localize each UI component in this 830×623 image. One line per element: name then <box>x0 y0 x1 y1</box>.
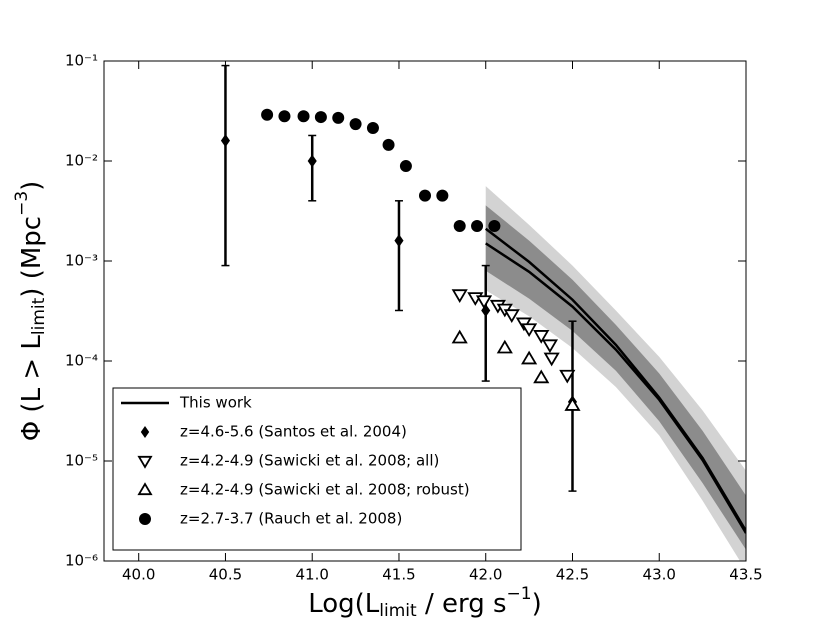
line <box>485 242 746 534</box>
x-tick-label: 41.5 <box>382 566 415 584</box>
marker <box>475 295 493 310</box>
label-part: ) <box>17 181 47 191</box>
x-tick-label: 40.5 <box>209 566 242 584</box>
y-tick-label: 10⁻¹ <box>65 52 98 70</box>
marker <box>399 160 412 173</box>
legend-label: z=4.6-5.6 (Santos et al. 2004) <box>180 423 407 441</box>
marker <box>139 513 151 525</box>
plot-area <box>220 64 746 561</box>
marker <box>451 289 468 303</box>
marker <box>503 309 520 324</box>
y-axis-label: Φ (L > Llimit) (Mpc−3) <box>12 181 49 442</box>
marker <box>382 138 395 151</box>
y-tick-label: 10⁻³ <box>65 252 98 270</box>
label-part: Log(L <box>308 589 380 619</box>
marker <box>137 455 153 469</box>
y-tick-label: 10⁻⁵ <box>65 452 98 470</box>
label-part: ) <box>532 589 542 619</box>
marker <box>297 110 310 123</box>
y-tick-label: 10⁻⁴ <box>65 352 98 370</box>
marker <box>521 350 538 365</box>
marker <box>453 219 466 232</box>
marker <box>140 426 150 438</box>
label-part: −1 <box>507 584 532 604</box>
marker <box>533 330 550 344</box>
marker <box>349 118 362 131</box>
x-tick-label: 42.0 <box>469 566 502 584</box>
axes: 40.0 40.5 41.0 41.5 42.0 42.5 43.0 43.5 10⁻⁶ 10⁻⁵… <box>65 52 763 584</box>
marker <box>261 108 274 121</box>
marker <box>436 189 449 202</box>
label-part: −3 <box>12 191 32 216</box>
marker <box>307 154 317 168</box>
marker <box>521 323 538 338</box>
y-tick-label: 10⁻² <box>65 152 98 170</box>
legend-label: z=2.7-3.7 (Rauch et al. 2008) <box>180 510 402 528</box>
marker <box>496 339 513 354</box>
label-part: Φ (L > L <box>17 335 47 442</box>
x-tick-label: 43.5 <box>729 566 762 584</box>
marker <box>394 234 404 248</box>
x-tick-label: 40.0 <box>122 566 155 584</box>
label-part: ) (Mpc <box>17 216 47 298</box>
marker <box>278 110 291 123</box>
frame <box>103 60 747 562</box>
marker <box>481 303 491 317</box>
legend-label: z=4.2-4.9 (Sawicki et al. 2008; all) <box>180 452 439 470</box>
legend-box <box>112 387 522 551</box>
x-tick-label: 42.5 <box>556 566 589 584</box>
marker <box>451 329 468 344</box>
band <box>485 205 746 550</box>
marker <box>488 219 501 232</box>
x-axis-label: Log(Llimit / erg s−1) <box>308 584 542 621</box>
marker <box>559 369 576 384</box>
legend: This work z=4.6-5.6 (Santos et al. 2004) z… <box>112 387 522 551</box>
x-tick-label: 43.0 <box>643 566 676 584</box>
label-part: / erg s <box>417 589 507 619</box>
marker <box>366 121 379 134</box>
marker <box>220 134 231 148</box>
x-tick-label: 41.0 <box>296 566 329 584</box>
marker <box>314 111 327 124</box>
label-part: limit <box>379 601 417 621</box>
marker <box>419 189 431 202</box>
marker <box>533 369 550 384</box>
legend-label: This work <box>179 394 252 412</box>
marker <box>564 397 581 411</box>
marker <box>332 111 345 124</box>
marker <box>471 219 484 232</box>
marker <box>541 339 559 354</box>
legend-label: z=4.2-4.9 (Sawicki et al. 2008; robust) <box>180 481 470 499</box>
marker <box>137 482 153 496</box>
y-tick-label: 10⁻⁶ <box>65 552 98 570</box>
label-part: limit <box>29 297 49 335</box>
marker <box>543 352 560 367</box>
